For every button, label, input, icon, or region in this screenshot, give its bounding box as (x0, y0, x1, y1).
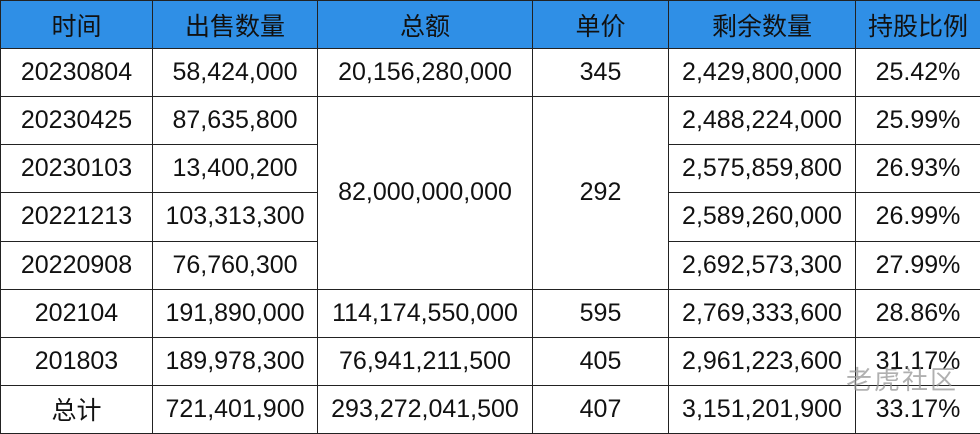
header-cell: 出售数量 (152, 0, 318, 49)
table-body: 20230804 58,424,000 20,156,280,000 345 2,429… (0, 47, 980, 434)
table-cell: 721,401,900 (152, 384, 318, 434)
table-cell: 3,151,201,900 (668, 384, 856, 434)
table-cell: 20221213 (0, 192, 153, 242)
table-row: 20230425 87,635,800 82,000,000,000 292 2,488… (0, 96, 980, 290)
table-cell: 82,000,000,000 (317, 96, 533, 290)
header-row: 时间 出售数量 总额 单价 剩余数量 持股比例 (0, 0, 980, 49)
header-cell: 单价 (532, 0, 669, 49)
table-cell: 31.17% (855, 336, 980, 386)
table-cell: 13,400,200 (152, 144, 318, 194)
table-cell: 2,575,859,800 (668, 144, 856, 194)
table-cell: 58,424,000 (152, 47, 318, 98)
table-cell: 25.99% (855, 96, 980, 146)
table-cell: 33.17% (855, 384, 980, 434)
table-cell: 407 (532, 384, 669, 434)
header-cell: 时间 (0, 0, 153, 49)
table-cell: 27.99% (855, 240, 980, 290)
watermark: 老虎社区 (845, 365, 958, 395)
header-cell: 总额 (317, 0, 533, 49)
table-cell: 345 (532, 47, 669, 98)
table-cell: 28.86% (855, 288, 980, 338)
table-cell: 103,313,300 (152, 192, 318, 242)
table-cell: 201803 (0, 336, 153, 386)
table-row: 201803 189,978,300 76,941,211,500 405 2,961,… (0, 336, 980, 386)
table-cell: 20230103 (0, 144, 153, 194)
table-cell: 191,890,000 (152, 288, 318, 338)
table-cell: 20,156,280,000 (317, 47, 533, 98)
table-cell: 114,174,550,000 (317, 288, 533, 338)
table-cell: 26.93% (855, 144, 980, 194)
table-cell: 292 (532, 96, 669, 290)
table-cell: 202104 (0, 288, 153, 338)
table-cell: 2,589,260,000 (668, 192, 856, 242)
header-cell: 持股比例 (855, 0, 980, 49)
table-cell: 189,978,300 (152, 336, 318, 386)
table-cell: 20230804 (0, 47, 153, 98)
table-cell: 76,941,211,500 (317, 336, 533, 386)
table-row: 20230804 58,424,000 20,156,280,000 345 2,429… (0, 47, 980, 98)
table-cell: 2,769,333,600 (668, 288, 856, 338)
header-cell: 剩余数量 (668, 0, 856, 49)
table-cell: 2,488,224,000 (668, 96, 856, 146)
table-cell: 405 (532, 336, 669, 386)
table-cell: 293,272,041,500 (317, 384, 533, 434)
table-cell: 26.99% (855, 192, 980, 242)
table-cell: 总计 (0, 384, 153, 434)
table-cell: 2,429,800,000 (668, 47, 856, 98)
table-cell: 2,692,573,300 (668, 240, 856, 290)
table-row: 总计 721,401,900 293,272,041,500 407 3,151,201… (0, 384, 980, 434)
table-cell: 25.42% (855, 47, 980, 98)
table-cell: 20220908 (0, 240, 153, 290)
table-cell: 595 (532, 288, 669, 338)
table-cell: 76,760,300 (152, 240, 318, 290)
table-row: 202104 191,890,000 114,174,550,000 595 2,769… (0, 288, 980, 338)
table-cell: 20230425 (0, 96, 153, 146)
table-cell: 87,635,800 (152, 96, 318, 146)
table-row: 20220908 76,760,300 2,692,573,300 27.99% (0, 240, 980, 290)
table-cell: 2,961,223,600 (668, 336, 856, 386)
